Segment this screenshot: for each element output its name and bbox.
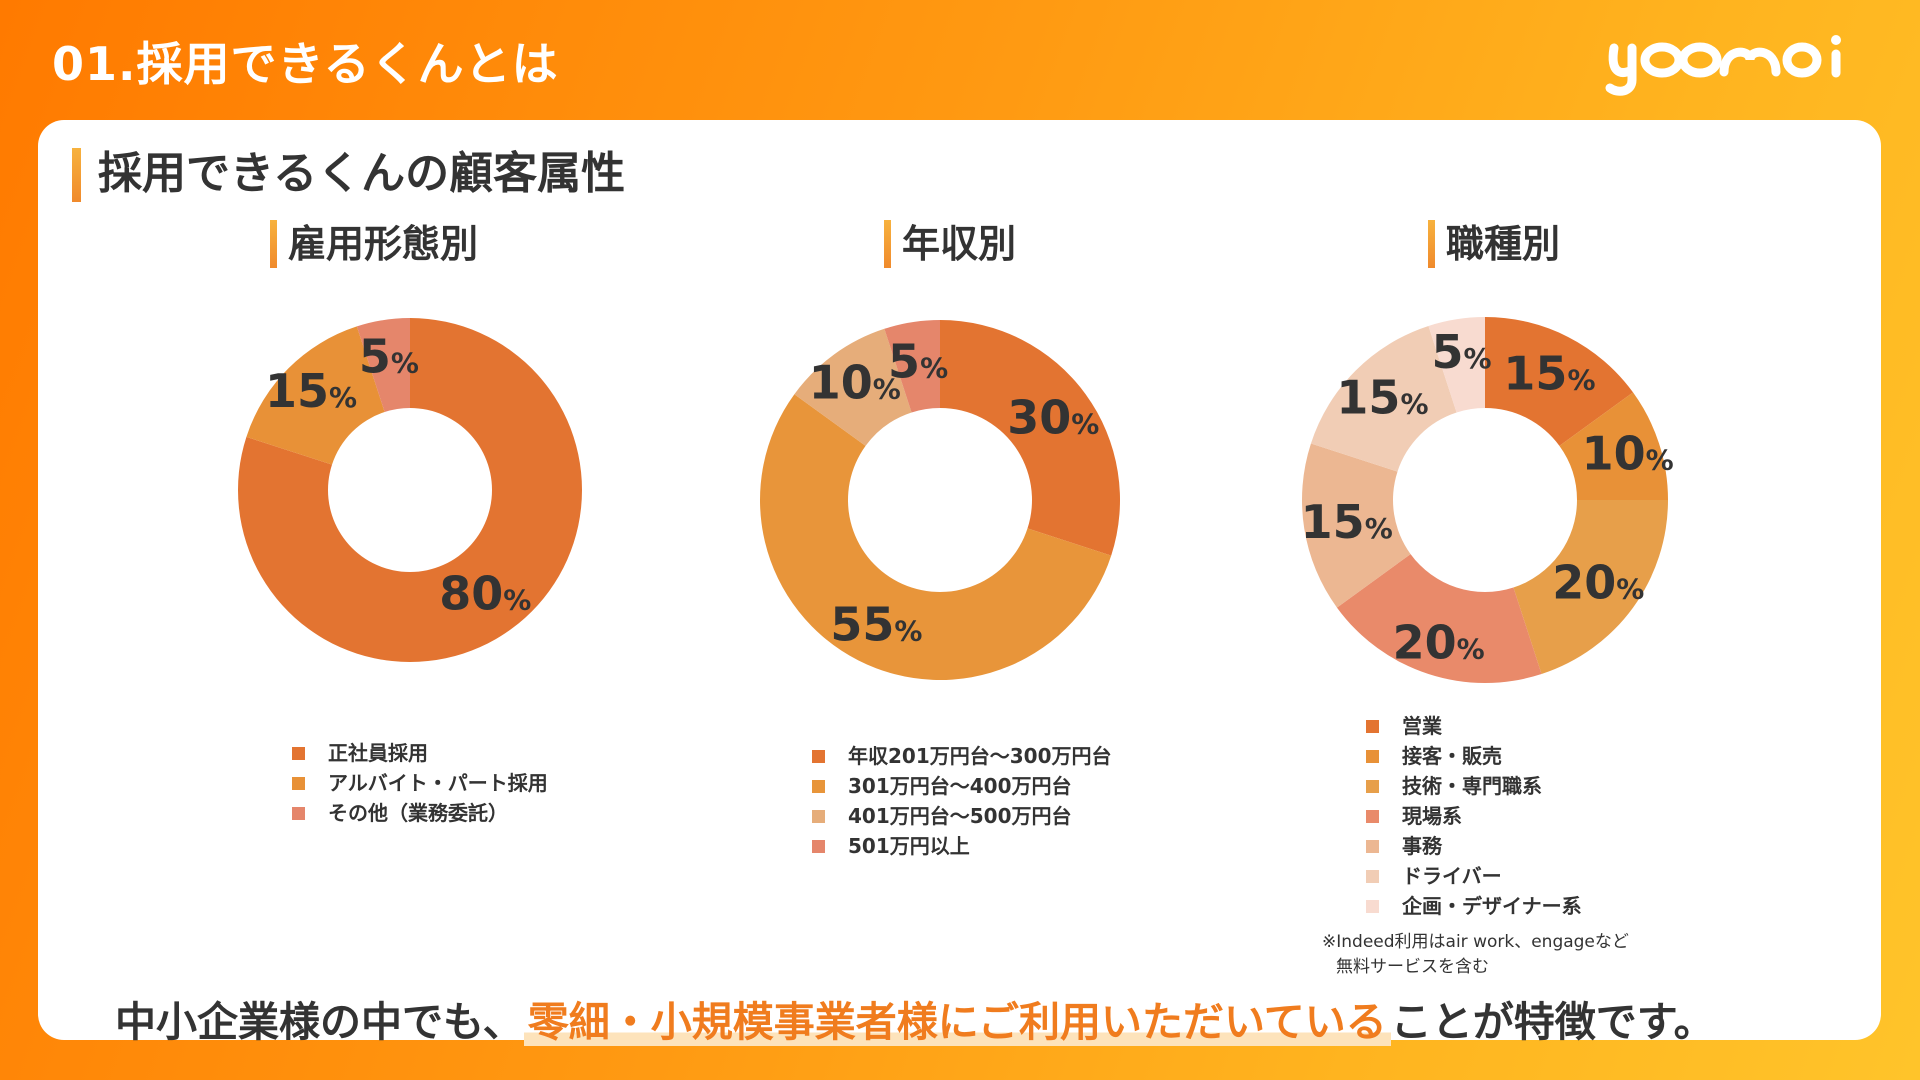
legend-item: 現場系 <box>1366 801 1582 831</box>
donut-slice <box>1513 500 1668 675</box>
legend-swatch <box>1366 720 1379 733</box>
donut-slice <box>246 326 385 465</box>
legend-label: 301万円台〜400万円台 <box>848 774 1072 798</box>
donut-slice <box>1310 325 1457 472</box>
slice-value-label: 10% <box>1582 427 1674 481</box>
heading-accent-bar <box>884 220 891 268</box>
legend-swatch <box>812 750 825 763</box>
donut-slice <box>356 318 410 413</box>
slice-value-label: 10% <box>809 356 901 410</box>
slice-value-label: 15% <box>1301 495 1393 549</box>
tagline: 中小企業様の中でも、零細・小規模事業者様にご利用いただいていることが特徴です。 <box>115 988 1715 1048</box>
donut-slice <box>238 318 582 662</box>
legend-swatch <box>292 747 305 760</box>
slice-value-label: 5% <box>359 330 419 384</box>
chart-heading-text: 職種別 <box>1446 222 1561 266</box>
legend-item: 401万円台〜500万円台 <box>812 801 1112 831</box>
legend-label: アルバイト・パート採用 <box>328 771 548 795</box>
legend-label: 501万円以上 <box>848 834 970 858</box>
legend-label: 事務 <box>1402 834 1442 858</box>
legend-item: その他（業務委託） <box>292 798 548 828</box>
chart-heading-occupation: 職種別 <box>1428 218 1560 270</box>
legend-label: 技術・専門職系 <box>1402 774 1542 798</box>
footnote: ※Indeed利用はair work、engageなど 無料サービスを含む <box>1322 930 1682 980</box>
legend-occupation: 営業 接客・販売 技術・専門職系 現場系 事務 ドライバー 企画・デザイナー系 <box>1366 711 1582 921</box>
legend-item: ドライバー <box>1366 861 1582 891</box>
donut-slice <box>760 394 1112 680</box>
legend-swatch <box>292 807 305 820</box>
legend-item: 営業 <box>1366 711 1582 741</box>
legend-label: 401万円台〜500万円台 <box>848 804 1072 828</box>
legend-item: 501万円以上 <box>812 831 1112 861</box>
donut-slice <box>1428 317 1485 413</box>
legend-swatch <box>812 840 825 853</box>
legend-label: ドライバー <box>1402 864 1502 888</box>
legend-label: その他（業務委託） <box>328 801 508 825</box>
brand-logo: yoomooi <box>1605 35 1841 96</box>
legend-item: 企画・デザイナー系 <box>1366 891 1582 921</box>
legend-swatch <box>1366 780 1379 793</box>
heading-accent-bar <box>1428 220 1435 268</box>
legend-item: アルバイト・パート採用 <box>292 768 548 798</box>
chart-heading-text: 雇用形態別 <box>288 222 479 266</box>
donut-slice <box>1302 443 1411 608</box>
legend-swatch <box>292 777 305 790</box>
heading-accent-bar <box>270 220 277 268</box>
section-heading: 採用できるくんの顧客属性 <box>72 145 625 203</box>
legend-swatch <box>1366 750 1379 763</box>
legend-employment: 正社員採用 アルバイト・パート採用 その他（業務委託） <box>292 738 548 828</box>
footnote-line: 無料サービスを含む <box>1336 957 1489 977</box>
legend-item: 事務 <box>1366 831 1582 861</box>
slice-value-label: 30% <box>1007 391 1099 445</box>
donut-slice <box>794 328 912 446</box>
legend-item: 年収201万円台〜300万円台 <box>812 741 1112 771</box>
donut-slice <box>1336 554 1542 683</box>
slice-value-label: 20% <box>1393 616 1485 670</box>
donut-slice <box>940 320 1120 556</box>
donut-slice <box>1485 317 1634 446</box>
legend-item: 301万円台〜400万円台 <box>812 771 1112 801</box>
slice-value-label: 15% <box>1336 370 1428 424</box>
donut-chart-employment: 80% 15%5% <box>238 318 582 662</box>
legend-label: 現場系 <box>1402 804 1462 828</box>
donut-slice <box>884 320 940 413</box>
slice-value-label: 20% <box>1552 555 1644 609</box>
chart-heading-employment: 雇用形態別 <box>270 218 478 270</box>
legend-label: 接客・販売 <box>1402 744 1502 768</box>
legend-label: 正社員採用 <box>328 741 428 765</box>
tagline-suffix: ことが特徴です。 <box>1390 998 1715 1046</box>
legend-label: 年収201万円台〜300万円台 <box>848 744 1112 768</box>
legend-item: 技術・専門職系 <box>1366 771 1582 801</box>
tagline-prefix: 中小企業様の中でも、 <box>115 998 524 1046</box>
slice-value-label: 80% <box>439 567 531 621</box>
heading-accent-bar <box>72 148 81 202</box>
legend-swatch <box>812 810 825 823</box>
footnote-line: ※Indeed利用はair work、engageなど <box>1322 932 1629 952</box>
legend-label: 企画・デザイナー系 <box>1402 894 1582 918</box>
chart-heading-text: 年収別 <box>902 222 1017 266</box>
section-heading-text: 採用できるくんの顧客属性 <box>98 148 626 199</box>
legend-item: 正社員採用 <box>292 738 548 768</box>
donut-chart-income: 30% 55% 10%5% <box>760 320 1120 680</box>
legend-swatch <box>1366 900 1379 913</box>
tagline-highlight: 零細・小規模事業者様にご利用いただいている <box>523 998 1391 1046</box>
slice-value-label: 5% <box>888 335 948 389</box>
legend-item: 接客・販売 <box>1366 741 1582 771</box>
legend-swatch <box>1366 840 1379 853</box>
slice-value-label: 55% <box>830 598 922 652</box>
legend-swatch <box>1366 810 1379 823</box>
slice-value-label: 15% <box>1503 346 1595 400</box>
legend-label: 営業 <box>1402 714 1442 738</box>
legend-swatch <box>1366 870 1379 883</box>
donut-chart-occupation: 15%10%20%20%15%15%5% <box>1301 317 1674 683</box>
legend-income: 年収201万円台〜300万円台 301万円台〜400万円台 401万円台〜500… <box>812 741 1112 861</box>
chart-heading-income: 年収別 <box>884 218 1016 270</box>
legend-swatch <box>812 780 825 793</box>
slide-title: 01.採用できるくんとは <box>52 37 559 91</box>
slice-value-label: 15% <box>265 364 357 418</box>
donut-slice <box>1559 392 1668 500</box>
slice-value-label: 5% <box>1431 325 1491 379</box>
